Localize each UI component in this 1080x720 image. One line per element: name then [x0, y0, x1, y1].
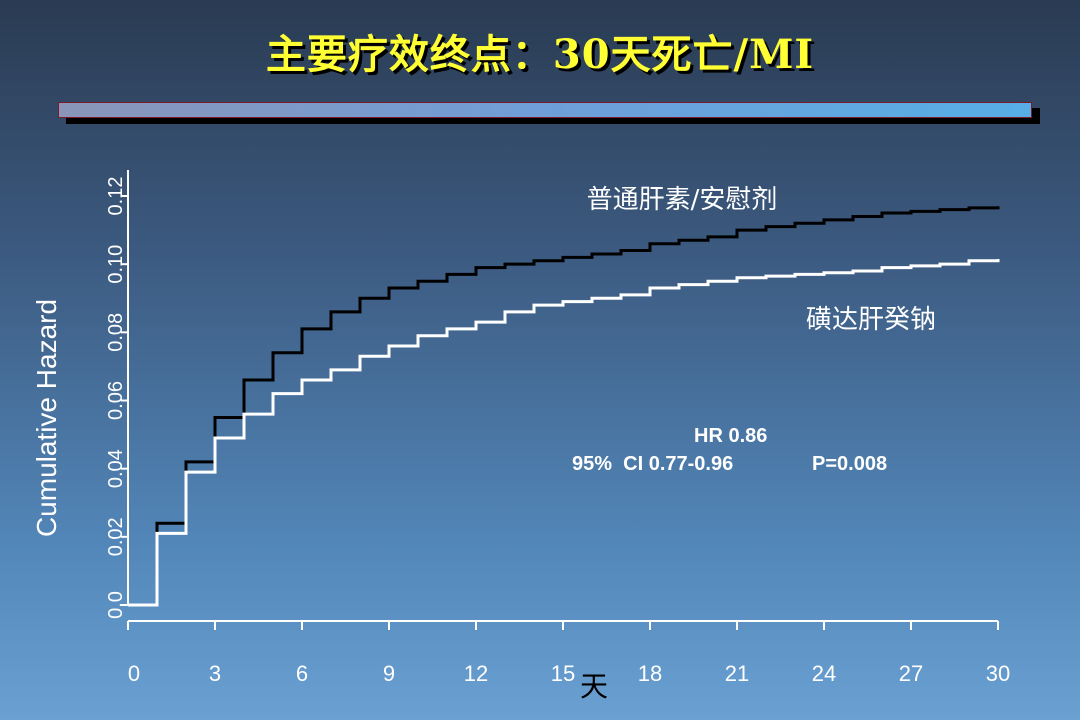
- series-label-fondaparinux: 磺达肝癸钠: [806, 305, 936, 335]
- x-tick-label: 18: [638, 661, 662, 686]
- series-line-fondaparinux: [128, 259, 1000, 607]
- hazard-ratio-annotation: HR 0.86: [694, 425, 767, 447]
- confidence-interval-annotation: 95% CI 0.77-0.96: [572, 453, 733, 475]
- x-tick-label: 30: [986, 661, 1010, 686]
- x-tick-label: 9: [383, 661, 395, 686]
- y-tick-label: 0.06: [105, 381, 127, 420]
- title-divider-bar: [58, 102, 1032, 118]
- x-tick-label: 15: [551, 661, 575, 686]
- p-value-annotation: P=0.008: [812, 453, 887, 475]
- y-tick-label: 0.12: [105, 177, 127, 216]
- x-tick-label: 3: [209, 661, 221, 686]
- x-axis-label: 天: [580, 670, 608, 703]
- chart-labels: Cumulative Hazard 天 普通肝素/安慰剂 磺达肝癸钠 HR 0.…: [31, 185, 936, 703]
- y-tick-label: 0.0: [105, 591, 127, 619]
- series-line-heparin-placebo: [128, 206, 1000, 607]
- x-tick-label: 0: [128, 661, 140, 686]
- slide-title: 主要疗效终点：30天死亡/MI: [265, 31, 815, 78]
- y-tick-label: 0.04: [105, 449, 127, 488]
- x-tick-label: 6: [296, 661, 308, 686]
- y-tick-label: 0.02: [105, 517, 127, 556]
- y-axis-label: Cumulative Hazard: [31, 299, 62, 537]
- chart-series: [128, 206, 1000, 607]
- y-tick-label: 0.10: [105, 245, 127, 284]
- y-tick-label: 0.08: [105, 313, 127, 352]
- x-tick-label: 27: [899, 661, 923, 686]
- x-tick-label: 12: [464, 661, 488, 686]
- series-label-heparin-placebo: 普通肝素/安慰剂: [587, 185, 778, 215]
- x-tick-label: 21: [725, 661, 749, 686]
- chart-axes: 0.0 0.02 0.04 0.06 0.08 0.10 0.12 0 3 6 9 12 15 18 21 2…: [105, 170, 1010, 686]
- x-tick-label: 24: [812, 661, 836, 686]
